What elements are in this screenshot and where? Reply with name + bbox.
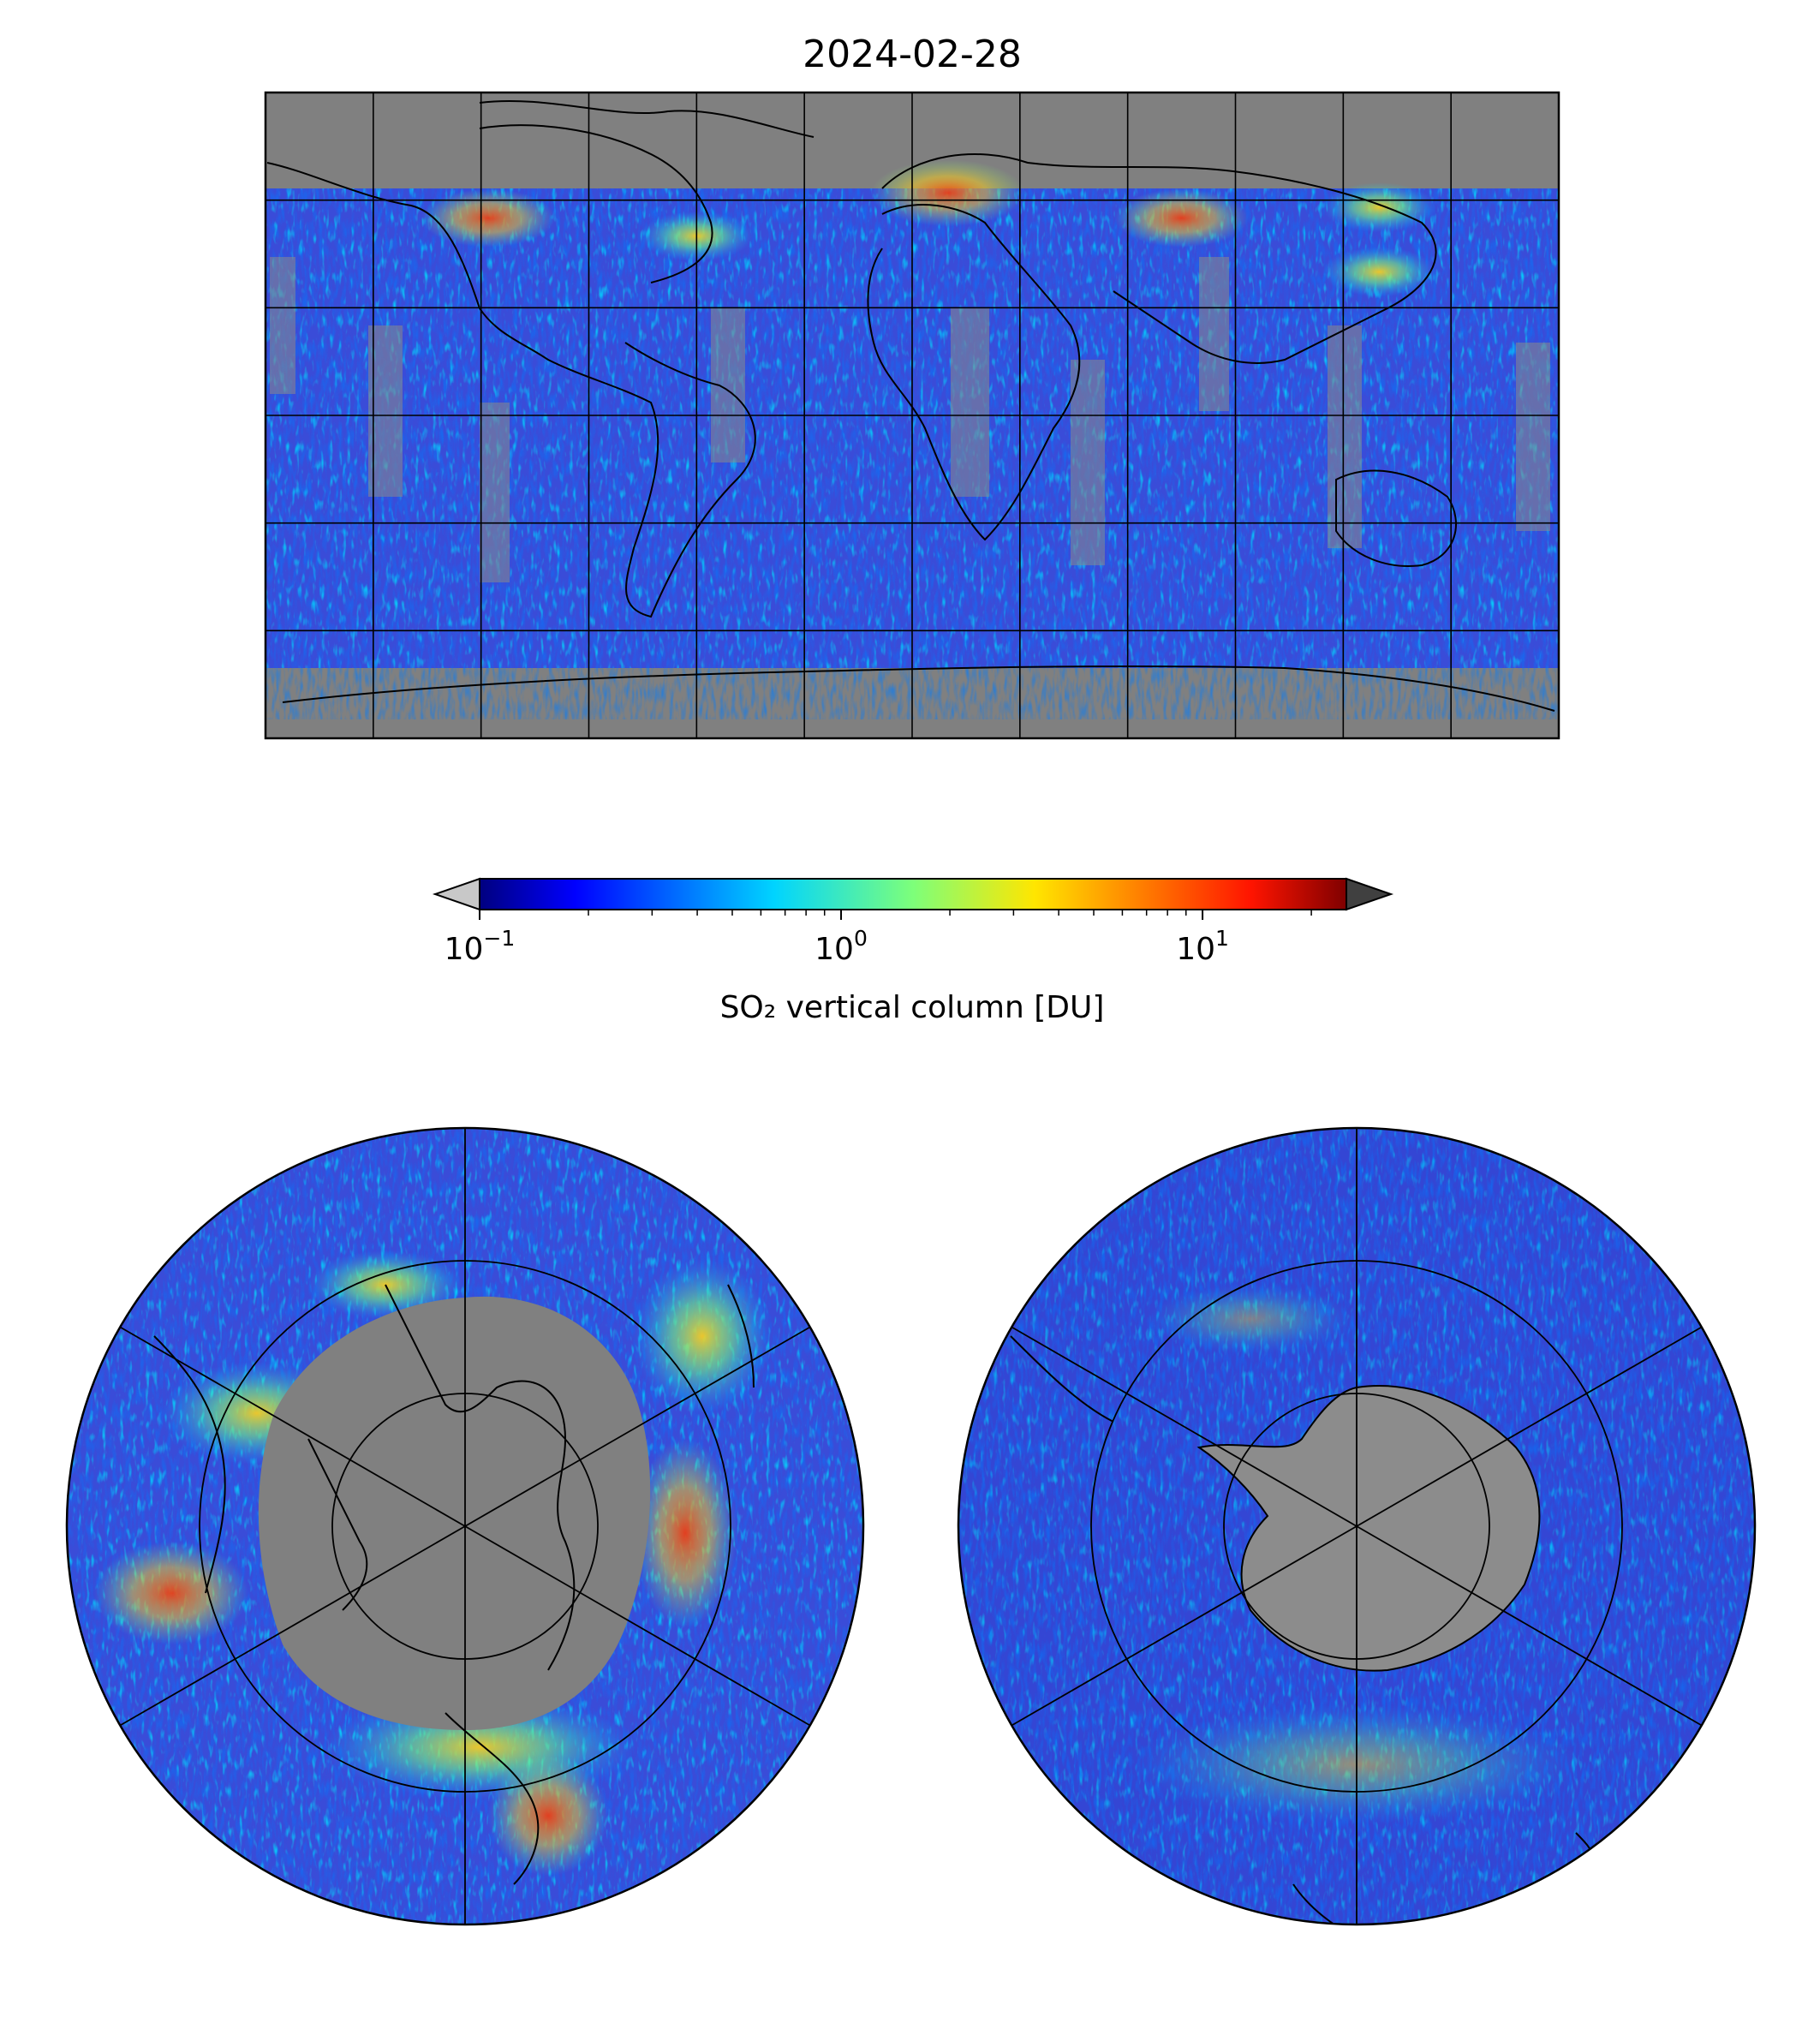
colorbar-tick-label: 10−1 [445, 926, 516, 967]
figure-title: 2024-02-28 [803, 33, 1022, 76]
meridian-line [119, 1525, 466, 1727]
antarctica [1196, 1385, 1541, 1672]
colorbar-gradient [480, 879, 1346, 910]
meridian-line [1356, 1326, 1703, 1527]
colorbar-ticks: 10−1 100 101 [445, 910, 1312, 967]
south-polar-map [957, 1126, 1757, 1926]
meridian-line [464, 1326, 811, 1527]
colorbar-tick-label: 101 [1176, 926, 1229, 967]
global-map-frame [264, 91, 1560, 740]
south-polar-frame [957, 1126, 1757, 1926]
north-polar-map [65, 1126, 865, 1926]
south-gridlines [1011, 1128, 1703, 1925]
meridian-line [119, 1326, 466, 1527]
global-gridlines [266, 92, 1559, 738]
colorbar-label: SO₂ vertical column [DU] [720, 990, 1105, 1025]
north-coastlines [153, 1284, 755, 1885]
colorbar: 10−1 100 101 SO₂ vertical column [DU] [432, 877, 1394, 1025]
north-gridlines [119, 1128, 811, 1925]
meridian-line [1011, 1326, 1358, 1527]
coastlines [266, 99, 1555, 712]
enhanced-region [1114, 188, 1249, 248]
meridian-line [464, 1525, 811, 1727]
enhanced-region [421, 188, 556, 248]
enhanced-region [1322, 182, 1436, 233]
colorbar-over-extension [1346, 877, 1394, 911]
meridian-line [1356, 1525, 1703, 1727]
enhanced-region [870, 159, 1025, 227]
north-polar-frame [65, 1126, 865, 1926]
global-map [264, 91, 1560, 740]
enhanced-region [1322, 247, 1436, 297]
colorbar-tick-label: 100 [815, 926, 868, 967]
north-polar-night [258, 1296, 651, 1730]
meridian-line [1011, 1525, 1358, 1727]
colorbar-under-extension [432, 877, 480, 911]
orbit-gaps [270, 257, 1550, 582]
